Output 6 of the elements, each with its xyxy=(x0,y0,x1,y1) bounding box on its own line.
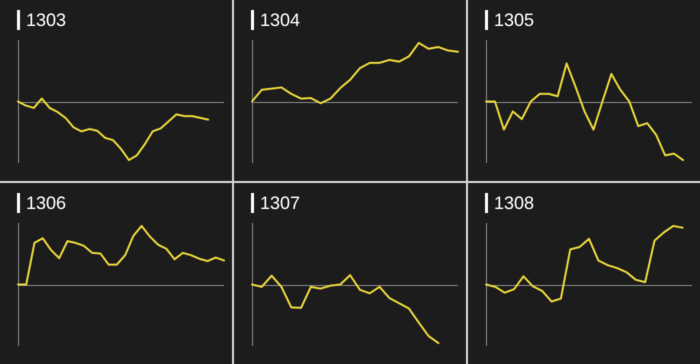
chart-title: 1304 xyxy=(260,9,300,32)
chart-title: 1305 xyxy=(494,9,534,32)
chart-title: 1303 xyxy=(26,9,66,32)
chart-title: 1307 xyxy=(260,192,300,215)
chart-title: 1306 xyxy=(26,192,66,215)
chart-title: 1308 xyxy=(494,192,534,215)
